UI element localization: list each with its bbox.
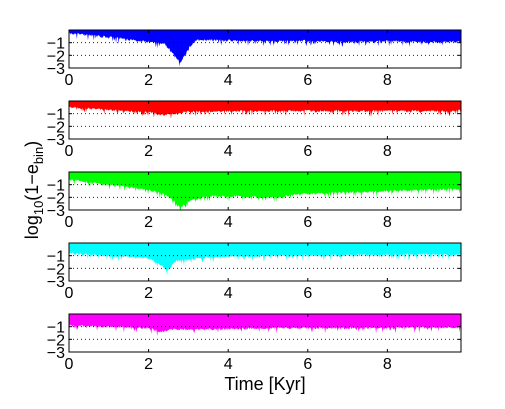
x-tick-label: 0 bbox=[65, 72, 74, 89]
y-tick-label: −1 bbox=[47, 249, 65, 266]
axes-frame bbox=[68, 242, 462, 282]
y-tick-label: −1 bbox=[47, 107, 65, 124]
x-tick-label: 2 bbox=[144, 72, 153, 89]
axes-frame bbox=[68, 171, 462, 211]
y-tick-label: −2 bbox=[47, 190, 65, 207]
series-area-2 bbox=[69, 101, 461, 119]
y-axis-label: log10(1−ebin) bbox=[22, 141, 46, 239]
y-tick-label: −2 bbox=[47, 332, 65, 349]
x-tick-label: 0 bbox=[65, 214, 74, 231]
x-tick-label: 4 bbox=[224, 72, 233, 89]
x-tick-label: 6 bbox=[303, 143, 312, 160]
series-area-5 bbox=[69, 314, 461, 336]
y-tick-label: −3 bbox=[47, 274, 65, 291]
y-tick-label: −3 bbox=[47, 203, 65, 220]
y-tick-label: −1 bbox=[47, 320, 65, 337]
panels: 0 2 4 6 8−1−2−30 2 4 6 8−1−2−30 2 4 6 8−1−2−30 2 4 6 8−1… bbox=[47, 29, 462, 373]
y-tick-label: −3 bbox=[47, 132, 65, 149]
axes-frame bbox=[68, 29, 462, 69]
x-tick-label: 2 bbox=[144, 356, 153, 373]
x-tick-label: 4 bbox=[224, 285, 233, 302]
x-tick-label: 6 bbox=[303, 72, 312, 89]
x-tick-label: 6 bbox=[303, 214, 312, 231]
axes-frame bbox=[68, 313, 462, 353]
x-tick-label: 4 bbox=[224, 356, 233, 373]
y-axis-label-sub-10: 10 bbox=[31, 201, 46, 215]
x-tick-label: 4 bbox=[224, 214, 233, 231]
x-tick-label: 0 bbox=[65, 285, 74, 302]
x-axis-label: Time [Kyr] bbox=[224, 374, 305, 394]
x-tick-label: 4 bbox=[224, 143, 233, 160]
x-tick-label: 8 bbox=[383, 143, 392, 160]
y-tick-label: −3 bbox=[47, 61, 65, 78]
panel-2: 0 2 4 6 8 −1−2−3 bbox=[47, 100, 462, 160]
x-tick-label: 0 bbox=[65, 356, 74, 373]
panel-5: 0 2 4 6 8 −1−2−3 bbox=[47, 313, 462, 373]
y-tick-label: −2 bbox=[47, 261, 65, 278]
axes-frame bbox=[68, 100, 462, 140]
panel-3: 0 2 4 6 8 −1−2−3 bbox=[47, 171, 462, 231]
x-tick-label: 2 bbox=[144, 285, 153, 302]
y-tick-label: −1 bbox=[47, 178, 65, 195]
y-axis-label-log: log bbox=[22, 215, 42, 239]
series-area-3 bbox=[69, 172, 461, 210]
x-tick-label: 8 bbox=[383, 285, 392, 302]
x-tick-label: 6 bbox=[303, 356, 312, 373]
y-tick-label: −2 bbox=[47, 119, 65, 136]
y-tick-label: −1 bbox=[47, 36, 65, 53]
y-axis-label-mid: (1−e bbox=[22, 164, 42, 201]
x-tick-label: 8 bbox=[383, 72, 392, 89]
x-tick-label: 6 bbox=[303, 285, 312, 302]
x-tick-label: 0 bbox=[65, 143, 74, 160]
x-tick-label: 8 bbox=[383, 214, 392, 231]
y-tick-label: −2 bbox=[47, 48, 65, 65]
x-tick-label: 2 bbox=[144, 214, 153, 231]
panel-1: 0 2 4 6 8 −1−2−3 bbox=[47, 29, 462, 89]
y-axis-label-sub-bin: bin bbox=[31, 147, 46, 164]
y-axis-label-close: ) bbox=[22, 141, 42, 147]
series-area-1 bbox=[69, 30, 461, 67]
series-area-4 bbox=[69, 243, 461, 276]
y-tick-label: −3 bbox=[47, 345, 65, 362]
panel-4: 0 2 4 6 8 −1−2−3 bbox=[47, 242, 462, 302]
x-tick-label: 8 bbox=[383, 356, 392, 373]
x-tick-label: 2 bbox=[144, 143, 153, 160]
